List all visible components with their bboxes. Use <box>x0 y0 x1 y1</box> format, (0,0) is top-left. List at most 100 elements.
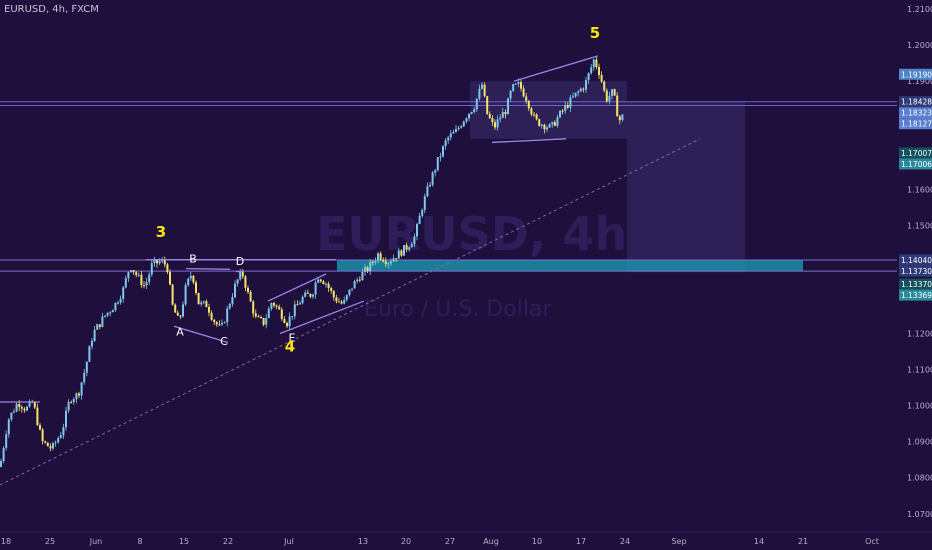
candle-up <box>418 215 421 225</box>
trendline[interactable] <box>491 138 567 144</box>
candle-up <box>270 302 273 309</box>
candle-down <box>254 313 257 317</box>
candle-up <box>434 170 437 173</box>
dotted-trendline-line[interactable] <box>0 138 701 486</box>
trendline[interactable] <box>279 300 365 335</box>
candle-up <box>369 261 372 272</box>
candle-down <box>527 100 530 109</box>
candle-down <box>553 122 556 126</box>
candle-down <box>262 317 265 325</box>
candle-down <box>70 401 73 403</box>
candle-up <box>512 84 515 91</box>
candle-down <box>382 259 385 262</box>
candle-up <box>239 271 242 280</box>
candle-down <box>371 261 374 263</box>
candles <box>0 56 624 468</box>
candle-down <box>330 288 333 291</box>
dotted-trendline[interactable] <box>0 138 701 486</box>
candle-down <box>286 322 288 327</box>
support-zone-rect[interactable] <box>337 259 803 272</box>
time-axis[interactable]: 18 25 Jun 8 15 22 Jul 13 20 27 Aug 10 17 24 Sep 14 21 Oct <box>0 531 932 546</box>
candle-up <box>592 59 595 68</box>
price-tag-label: 1.13369 <box>901 291 932 300</box>
candle-up <box>226 308 229 323</box>
candle-down <box>197 292 200 305</box>
candle-down <box>296 304 299 306</box>
candle-down <box>340 301 343 304</box>
y-tick-label: 1.15000 <box>907 221 932 230</box>
candle-up <box>546 127 548 130</box>
trendline[interactable] <box>267 273 327 302</box>
candle-up <box>408 247 411 250</box>
candle-up <box>93 329 96 342</box>
trendline[interactable] <box>513 55 599 82</box>
candle-up <box>148 274 151 283</box>
y-tick-label: 1.16000 <box>907 185 932 194</box>
candle-down <box>132 270 135 273</box>
candle-down <box>400 250 403 256</box>
candle-up <box>621 114 624 121</box>
candle-up <box>421 209 424 216</box>
candle-up <box>2 448 5 462</box>
candle-up <box>572 96 574 98</box>
candle-up <box>447 137 450 141</box>
wave-label-C: C <box>220 335 228 348</box>
x-tick-label: 24 <box>620 537 630 546</box>
candle-up <box>91 341 93 347</box>
price-tag-bg <box>899 265 932 277</box>
candle-up <box>551 122 554 125</box>
candle-up <box>231 297 234 305</box>
price-tag-bg <box>899 278 932 290</box>
wave-label-D: D <box>236 255 244 268</box>
candle-down <box>566 105 569 108</box>
candle-up <box>452 132 455 134</box>
candle-down <box>522 88 525 97</box>
candle-down <box>280 309 283 319</box>
candle-up <box>299 303 301 305</box>
candle-down <box>605 90 608 102</box>
candle-down <box>384 261 387 265</box>
candle-up <box>265 318 268 325</box>
y-tick-label: 1.11000 <box>907 366 932 375</box>
y-tick-label: 1.09000 <box>907 438 932 447</box>
price-tag-label: 1.19190 <box>901 70 932 79</box>
candle-up <box>26 406 28 411</box>
trendlines[interactable] <box>0 55 599 403</box>
wave-label-3: 3 <box>156 223 166 241</box>
candle-up <box>416 224 418 237</box>
candle-down <box>176 312 179 316</box>
y-tick-label: 1.12000 <box>907 330 932 339</box>
candle-up <box>501 112 504 118</box>
candle-down <box>358 279 361 281</box>
candle-up <box>314 282 317 295</box>
trendline[interactable] <box>185 267 231 270</box>
trendline[interactable] <box>173 325 229 344</box>
candle-up <box>392 258 395 262</box>
candle-up <box>10 412 13 420</box>
x-tick-label: Jun <box>89 537 103 546</box>
candle-up <box>353 281 356 289</box>
candle-up <box>397 250 400 259</box>
candle-up <box>161 260 164 262</box>
x-tick-label: Jul <box>283 537 294 546</box>
candle-up <box>579 88 582 92</box>
candle-up <box>114 302 117 311</box>
price-tag-bg <box>899 107 932 119</box>
candle-up <box>509 90 512 99</box>
candle-down <box>538 119 541 126</box>
candle-up <box>85 361 88 373</box>
candle-down <box>166 264 169 273</box>
candle-up <box>304 292 307 297</box>
candle-up <box>431 172 434 185</box>
wave-label-B: B <box>189 252 197 265</box>
candle-down <box>491 118 494 123</box>
horizontal-levels[interactable] <box>0 101 897 107</box>
candle-down <box>171 284 174 305</box>
candle-up <box>28 401 31 407</box>
candle-down <box>322 281 325 285</box>
x-tick-label: 14 <box>754 537 764 546</box>
candle-up <box>59 435 62 439</box>
candle-up <box>577 91 580 93</box>
